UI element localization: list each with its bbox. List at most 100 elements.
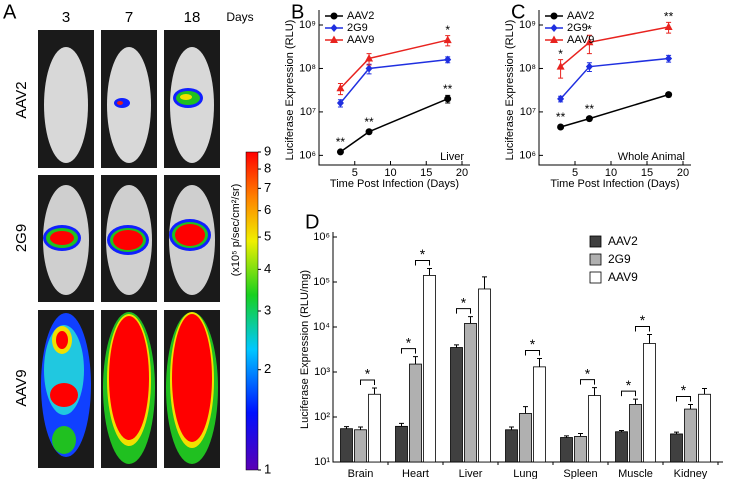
marker <box>365 64 373 73</box>
significance-bracket <box>456 308 471 314</box>
x-tick-label: 15 <box>641 167 653 179</box>
legend-swatch <box>589 235 602 248</box>
significance: * <box>406 334 412 350</box>
series-line <box>560 93 669 128</box>
bar <box>409 363 422 463</box>
bar <box>560 437 573 463</box>
significance: ** <box>364 115 374 129</box>
bar <box>698 393 711 463</box>
series-line <box>340 98 448 153</box>
marker <box>444 55 452 64</box>
bar <box>588 395 601 463</box>
colorbar-tick-label: 8 <box>264 160 271 175</box>
x-tick-label: 10 <box>605 167 617 179</box>
bar <box>423 275 436 463</box>
y-axis-label: Luciferase Expression (RLU/mg) <box>299 270 311 429</box>
x-tick-label: 5 <box>572 167 578 179</box>
bar <box>395 425 408 463</box>
days-unit: Days <box>226 10 253 24</box>
legend-swatch <box>589 271 602 284</box>
significance: * <box>585 365 591 381</box>
row-label: AAV9 <box>13 369 30 406</box>
legend-label: AAV2 <box>608 234 638 248</box>
y-tick-label: 10¹ <box>314 456 330 468</box>
y-tick-label: 10⁵ <box>313 276 330 288</box>
marker <box>585 37 594 46</box>
y-tick-label: 10² <box>314 411 330 423</box>
bar <box>340 428 353 463</box>
significance: * <box>558 47 563 61</box>
x-tick-label: 20 <box>456 167 468 179</box>
bar <box>464 323 477 463</box>
significance-bracket <box>525 349 540 356</box>
significance: * <box>365 366 371 382</box>
annotation: Liver <box>440 151 464 163</box>
panel-label: C <box>511 1 525 23</box>
panel-a-images <box>38 30 259 471</box>
x-tick-label: 5 <box>352 167 358 179</box>
significance: ** <box>664 10 674 24</box>
significance: * <box>640 312 646 328</box>
significance-bracket <box>621 390 636 397</box>
significance: ** <box>336 135 346 149</box>
series-line <box>339 39 448 89</box>
y-axis-label: Luciferase Expression (RLU) <box>504 20 516 161</box>
x-tick-label: Heart <box>402 468 429 479</box>
y-tick-label: 10⁶ <box>299 149 316 161</box>
y-tick-label: 10⁸ <box>519 62 536 74</box>
legend-marker <box>550 24 558 32</box>
colorbar-tick-label: 7 <box>264 180 271 195</box>
colorbar-tick-label: 1 <box>264 461 271 476</box>
x-axis-label: Time Post Infection (Days) <box>330 178 459 190</box>
y-tick-label: 10⁶ <box>519 149 536 161</box>
series-line <box>339 58 448 104</box>
legend-label: AAV2 <box>567 10 594 22</box>
legend-label: 2G9 <box>567 22 588 34</box>
series-line <box>560 57 669 100</box>
bar <box>368 393 381 463</box>
legend-marker <box>330 35 338 43</box>
marker <box>444 95 452 103</box>
row-label: 2G9 <box>13 224 30 252</box>
bar <box>684 408 697 463</box>
y-tick-label: 10⁹ <box>299 19 316 31</box>
panel-label: A <box>3 1 17 23</box>
marker <box>664 22 673 31</box>
significance: * <box>530 336 536 352</box>
marker <box>443 35 452 44</box>
marker <box>557 94 565 103</box>
significance-bracket <box>635 326 650 332</box>
legend-label: 2G9 <box>347 22 368 34</box>
significance: * <box>626 377 632 393</box>
day-label: 7 <box>125 9 133 26</box>
colorbar-tick-label: 2 <box>264 361 271 376</box>
marker <box>365 128 373 136</box>
legend-label: AAV2 <box>347 10 374 22</box>
significance: * <box>420 246 426 262</box>
marker <box>336 83 345 92</box>
significance: * <box>461 294 467 310</box>
legend-swatch <box>589 253 602 266</box>
legend-marker <box>330 12 338 20</box>
marker <box>585 62 593 71</box>
y-tick-label: 10⁶ <box>313 231 330 243</box>
y-tick-label: 10⁷ <box>300 106 316 118</box>
significance-bracket <box>360 379 375 386</box>
legend-marker <box>550 35 558 43</box>
panel-label: B <box>291 1 304 23</box>
y-axis-label: Luciferase Expression (RLU) <box>284 20 296 161</box>
significance: * <box>587 22 592 36</box>
legend-label: 2G9 <box>608 252 631 266</box>
y-tick-label: 10⁴ <box>313 321 330 333</box>
y-tick-label: 10⁸ <box>299 62 316 74</box>
x-tick-label: Lung <box>513 468 537 479</box>
x-tick-label: 15 <box>420 167 432 179</box>
significance-bracket <box>580 379 595 385</box>
legend-label: AAV9 <box>567 34 594 46</box>
bar <box>505 429 518 463</box>
bar <box>670 433 683 463</box>
bar <box>354 429 367 463</box>
legend-marker <box>550 12 558 20</box>
marker <box>556 62 565 70</box>
